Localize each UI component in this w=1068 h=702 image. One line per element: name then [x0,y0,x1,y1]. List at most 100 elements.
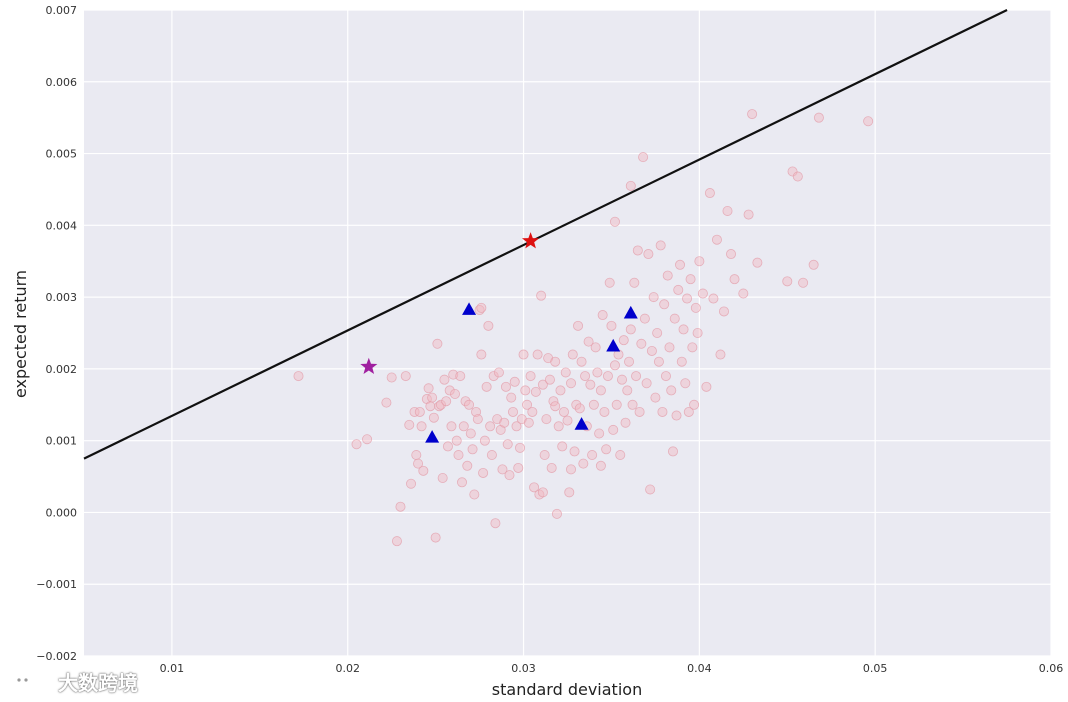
portfolio-point [624,356,635,367]
portfolio-point [428,412,439,423]
portfolio-point [595,385,606,396]
portfolio-point [625,324,636,335]
portfolio-point [587,450,598,461]
portfolio-point [351,439,362,450]
portfolio-point [669,313,680,324]
portfolio-point [550,401,561,412]
portfolio-point [580,371,591,382]
portfolio-point [715,349,726,360]
portfolio-point [646,345,657,356]
portfolio-point [530,386,541,397]
portfolio-point [578,458,589,469]
portfolio-point [752,257,763,268]
portfolio-point [500,381,511,392]
portfolio-point [416,421,427,432]
asset-markers [425,302,638,443]
portfolio-point [423,383,434,394]
portfolio-point [660,371,671,382]
portfolio-point [620,417,631,428]
y-axis-label: expected return [11,270,30,398]
portfolio-point [682,293,693,304]
portfolio-point [627,399,638,410]
portfolio-point [404,419,415,430]
portfolio-point [722,205,733,216]
portfolio-point [602,371,613,382]
portfolio-point [673,284,684,295]
portfolio-point [381,397,392,408]
portfolio-point [502,439,513,450]
portfolio-point [467,444,478,455]
portfolio-point [413,458,424,469]
portfolio-point [391,536,402,547]
x-tick-label: 0.03 [511,662,536,675]
portfolio-point [558,406,569,417]
portfolio-point [472,414,483,425]
portfolio-point [694,256,705,267]
portfolio-point [652,327,663,338]
portfolio-point [571,399,582,410]
portfolio-point [657,406,668,417]
portfolio-point [629,277,640,288]
portfolio-point [566,464,577,475]
portfolio-point [362,434,373,445]
x-tick-label: 0.06 [1039,662,1064,675]
portfolio-point [689,399,700,410]
portfolio-point [667,446,678,457]
portfolio-point [704,188,715,199]
portfolio-point [493,367,504,378]
portfolio-point [813,112,824,123]
portfolio-point [701,381,712,392]
watermark: 大数跨境 [8,664,138,698]
portfolio-point [632,245,643,256]
plot-background [84,10,1051,656]
portfolio-point [618,335,629,346]
portfolio-point [515,442,526,453]
portfolio-point [622,385,633,396]
portfolio-point [409,406,420,417]
portfolio-point [490,518,501,529]
portfolio-point [666,385,677,396]
portfolio-point [544,374,555,385]
portfolio-point [634,406,645,417]
portfolio-point [601,444,612,455]
portfolio-point [446,421,457,432]
portfolio-point [792,171,803,182]
portfolio-point [518,349,529,360]
capital-market-line [83,9,1008,460]
y-tick-label: 0.003 [46,291,78,304]
y-tick-label: 0.005 [46,148,78,161]
portfolio-point [576,356,587,367]
portfolio-point [486,450,497,461]
portfolio-point [685,274,696,285]
portfolio-point [798,277,809,288]
portfolio-point [729,274,740,285]
portfolio-point [711,234,722,245]
portfolio-point [648,292,659,303]
portfolio-point [406,478,417,489]
portfolio-point [604,277,615,288]
asset-marker [623,305,638,319]
portfolio-point [782,276,793,287]
x-axis-label: standard deviation [492,680,642,699]
gridlines [84,9,1052,657]
portfolio-point [743,209,754,220]
portfolio-point [478,467,489,478]
random-portfolios [293,109,874,547]
portfolio-point [453,450,464,461]
portfolio-point [386,372,397,383]
portfolio-point [718,306,729,317]
portfolio-point [411,450,422,461]
portfolio-point [400,371,411,382]
portfolio-point [608,424,619,435]
portfolio-point [645,484,656,495]
portfolio-point [690,302,701,313]
portfolio-point [557,441,568,452]
portfolio-point [566,378,577,389]
portfolio-point [609,216,620,227]
x-tick-labels: 0.01 0.02 0.03 0.04 0.05 0.06 [160,662,1064,675]
portfolio-point [499,417,510,428]
asset-marker [574,417,589,430]
portfolio-point [481,381,492,392]
portfolio-point [539,450,550,461]
portfolio-point [747,109,758,120]
